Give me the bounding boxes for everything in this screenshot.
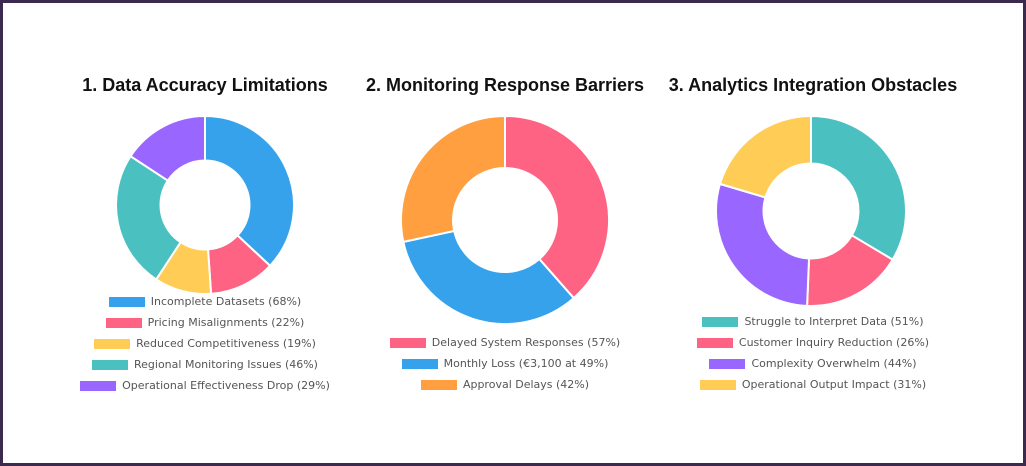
legend-swatch xyxy=(709,358,746,369)
donut-slice[interactable] xyxy=(204,114,295,268)
donut-slice[interactable] xyxy=(504,114,610,300)
legend-item[interactable]: Operational Output Impact (31%) xyxy=(699,374,927,395)
legend-label: Pricing Misalignments (22%) xyxy=(147,316,305,329)
chart-data-accuracy: 1. Data Accuracy Limitations Incomplete … xyxy=(63,75,347,405)
legend-item[interactable]: Incomplete Datasets (68%) xyxy=(108,291,302,312)
legend-label: Complexity Overwhelm (44%) xyxy=(751,357,917,370)
chart-legend: Incomplete Datasets (68%) Pricing Misalig… xyxy=(63,291,347,396)
legend-label: Struggle to Interpret Data (51%) xyxy=(744,315,924,328)
donut-chart xyxy=(715,114,907,307)
legend-label: Incomplete Datasets (68%) xyxy=(150,295,302,308)
chart-title: 2. Monitoring Response Barriers xyxy=(365,75,645,95)
donut-slice[interactable] xyxy=(810,114,907,262)
legend-label: Reduced Competitiveness (19%) xyxy=(136,337,316,350)
donut-slice[interactable] xyxy=(115,154,182,281)
legend-swatch xyxy=(699,379,736,390)
legend-swatch xyxy=(420,379,457,390)
legend-label: Regional Monitoring Issues (46%) xyxy=(134,358,318,371)
legend-swatch xyxy=(94,338,131,349)
legend-item[interactable]: Customer Inquiry Reduction (26%) xyxy=(696,332,930,353)
legend-label: Delayed System Responses (57%) xyxy=(431,336,621,349)
legend-swatch xyxy=(696,337,733,348)
donut-slice[interactable] xyxy=(129,114,206,182)
legend-swatch xyxy=(401,358,438,369)
legend-label: Operational Effectiveness Drop (29%) xyxy=(122,379,330,392)
legend-item[interactable]: Monthly Loss (€3,100 at 49%) xyxy=(401,353,609,374)
legend-item[interactable]: Pricing Misalignments (22%) xyxy=(105,312,305,333)
legend-swatch xyxy=(80,380,117,391)
legend-swatch xyxy=(108,296,145,307)
legend-item[interactable]: Struggle to Interpret Data (51%) xyxy=(702,311,924,332)
legend-label: Operational Output Impact (31%) xyxy=(741,378,927,391)
legend-item[interactable]: Complexity Overwhelm (44%) xyxy=(709,353,917,374)
legend-swatch xyxy=(92,359,128,370)
legend-label: Monthly Loss (€3,100 at 49%) xyxy=(443,357,609,370)
legend-swatch xyxy=(105,317,142,328)
legend-item[interactable]: Delayed System Responses (57%) xyxy=(389,332,621,353)
legend-item[interactable]: Operational Effectiveness Drop (29%) xyxy=(80,375,330,396)
legend-swatch xyxy=(702,316,739,327)
donut-slice[interactable] xyxy=(715,182,811,307)
chart-monitoring-response: 2. Monitoring Response Barriers Delayed … xyxy=(355,75,655,405)
legend-label: Customer Inquiry Reduction (26%) xyxy=(738,336,930,349)
legend-item[interactable]: Reduced Competitiveness (19%) xyxy=(94,333,316,354)
legend-label: Approval Delays (42%) xyxy=(462,378,590,391)
donut-chart xyxy=(400,114,610,325)
legend-item[interactable]: Approval Delays (42%) xyxy=(420,374,590,395)
donut-slice[interactable] xyxy=(402,229,576,325)
donut-slice[interactable] xyxy=(718,114,812,199)
chart-legend: Delayed System Responses (57%) Monthly Lo… xyxy=(355,332,655,395)
legend-swatch xyxy=(389,337,426,348)
donut-chart xyxy=(115,114,295,295)
chart-analytics-integration: 3. Analytics Integration Obstacles Strug… xyxy=(663,75,963,405)
chart-title: 3. Analytics Integration Obstacles xyxy=(668,75,958,95)
chart-title: 1. Data Accuracy Limitations xyxy=(82,75,328,95)
legend-item[interactable]: Regional Monitoring Issues (46%) xyxy=(92,354,318,375)
chart-legend: Struggle to Interpret Data (51%) Customer… xyxy=(663,311,963,395)
donut-slice[interactable] xyxy=(400,114,506,244)
